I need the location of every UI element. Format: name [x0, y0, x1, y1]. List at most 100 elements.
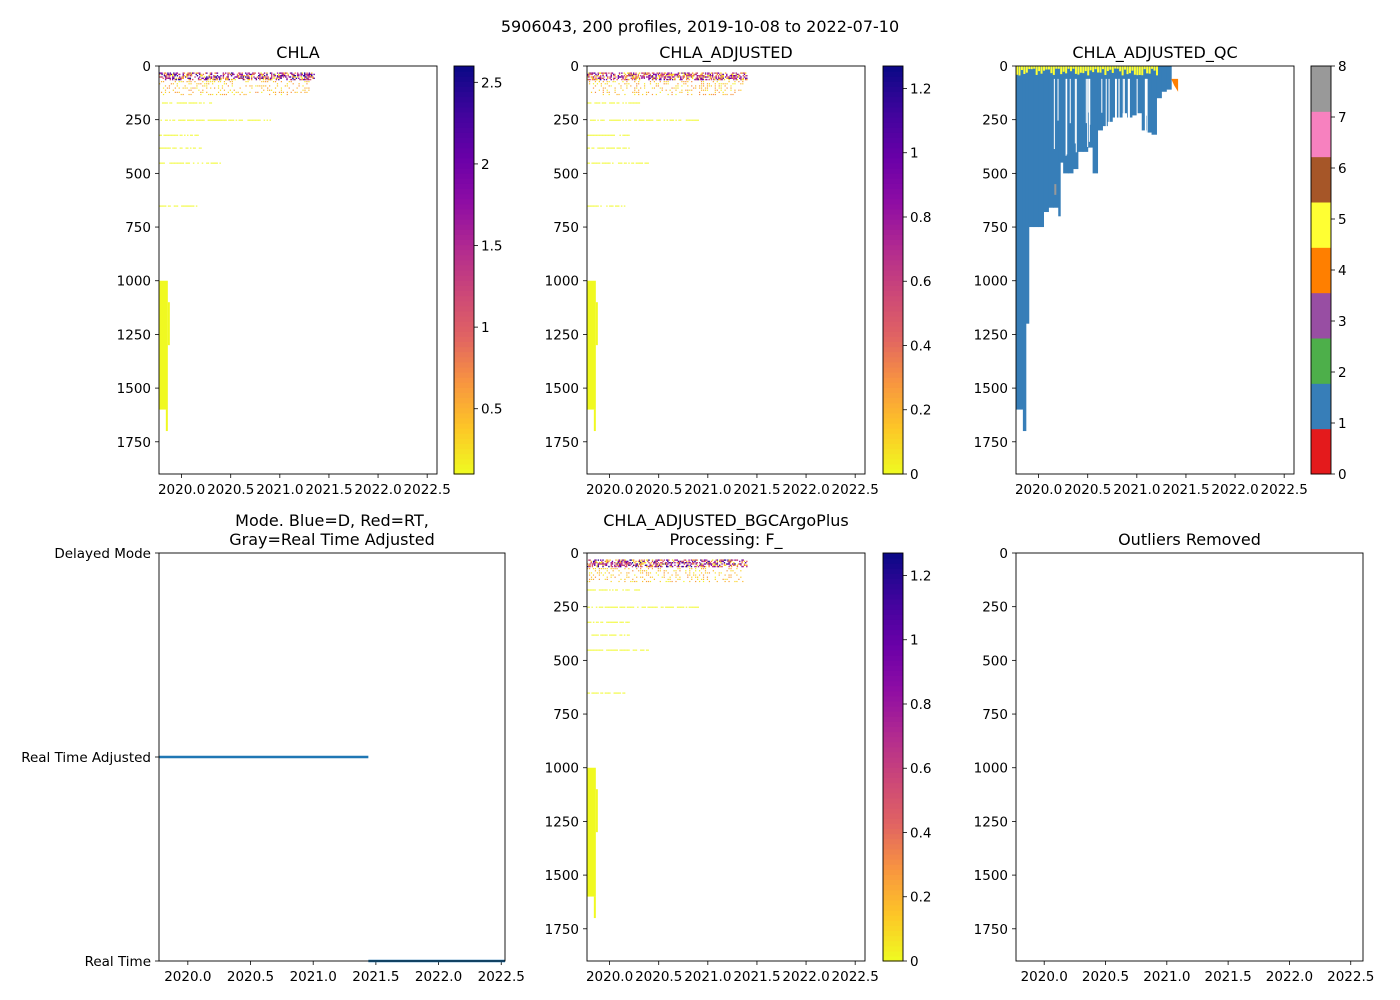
heatmap-cell — [686, 565, 688, 568]
panel-title: CHLA — [276, 43, 319, 62]
colorbar-step — [454, 300, 474, 307]
heatmap-cell — [671, 78, 674, 81]
colorbar-step — [883, 726, 903, 733]
heatmap-cell — [735, 559, 737, 561]
colorbar-step — [454, 463, 474, 470]
heatmap-cell — [223, 73, 226, 76]
heatmap-cell — [723, 562, 726, 564]
heatmap-cell — [720, 83, 722, 85]
heatmap-cell — [618, 76, 621, 78]
heatmap-cell — [647, 606, 649, 608]
heatmap-cell — [649, 576, 652, 578]
heatmap-cell — [700, 564, 702, 566]
heatmap-cell — [623, 147, 626, 149]
heatmap-cell — [214, 72, 216, 74]
x-tick-label: 2021.0 — [256, 482, 303, 498]
heatmap-cell — [695, 85, 697, 87]
qc-profile-column — [1156, 66, 1162, 99]
heatmap-cell — [704, 93, 707, 96]
heatmap-cell — [636, 576, 638, 578]
heatmap-cell — [172, 83, 174, 85]
colorbar-step — [883, 818, 903, 824]
colorbar-step — [883, 823, 903, 829]
heatmap-cell — [169, 119, 171, 121]
heatmap-cell — [281, 72, 283, 74]
heatmap-cell — [602, 75, 604, 77]
heatmap-cell — [257, 91, 259, 93]
heatmap-cell — [614, 565, 616, 568]
heatmap-cell — [288, 81, 290, 83]
heatmap-cell — [192, 119, 195, 121]
heatmap-cell — [208, 83, 210, 85]
heatmap-cell — [295, 77, 298, 79]
heatmap-cell — [600, 649, 602, 651]
heatmap-cell — [632, 72, 635, 74]
heatmap-cell — [592, 589, 595, 591]
heatmap-cell — [601, 119, 604, 121]
heatmap-cell — [715, 563, 717, 565]
heatmap-cell — [686, 77, 688, 79]
heatmap-cell — [668, 559, 670, 561]
heatmap-cell — [267, 87, 269, 89]
heatmap-cell — [282, 72, 285, 74]
heatmap-cell — [298, 73, 300, 76]
heatmap-cell — [587, 692, 589, 694]
heatmap-cell — [171, 73, 174, 76]
heatmap-cell — [702, 578, 705, 580]
heatmap-cell — [182, 72, 184, 74]
heatmap-cell — [267, 76, 269, 78]
heatmap-cell — [266, 75, 268, 77]
heatmap-cell — [186, 73, 188, 76]
heatmap-cell — [736, 580, 738, 583]
heatmap-cell — [687, 81, 689, 83]
heatmap-cell — [618, 559, 621, 561]
heatmap-cell — [303, 77, 306, 79]
heatmap-cell — [200, 93, 202, 96]
colorbar-step — [454, 428, 474, 434]
heatmap-cell — [643, 73, 645, 76]
heatmap-cell — [658, 76, 661, 78]
colorbar-step — [454, 346, 474, 353]
heatmap-cell — [589, 559, 591, 561]
heatmap-cell — [266, 77, 268, 79]
heatmap-cell — [737, 73, 740, 76]
heatmap-cell — [641, 563, 643, 565]
heatmap-cell — [222, 77, 225, 79]
heatmap-cell — [166, 147, 168, 149]
heatmap-cell — [616, 93, 618, 96]
heatmap-cell — [617, 162, 620, 164]
heatmap-cell — [616, 568, 618, 570]
heatmap-cell — [296, 87, 298, 89]
heatmap-cell — [711, 563, 714, 565]
heatmap-cell — [176, 102, 179, 104]
heatmap-cell — [651, 77, 654, 79]
heatmap-cell — [259, 119, 261, 121]
heatmap-cell — [204, 83, 206, 85]
heatmap-cell — [621, 564, 623, 566]
x-tick-label: 2022.5 — [404, 482, 451, 498]
heatmap-cell — [706, 89, 709, 91]
heatmap-cell — [161, 162, 164, 164]
heatmap-cell — [677, 563, 680, 565]
heatmap-cell — [695, 568, 697, 570]
heatmap-cell — [612, 119, 614, 121]
heatmap-cell — [288, 87, 290, 89]
heatmap-cell — [215, 93, 218, 96]
heatmap-cell — [188, 205, 190, 207]
heatmap-cell — [169, 73, 172, 76]
heatmap-cell — [607, 76, 609, 78]
heatmap-cell — [700, 563, 702, 565]
heatmap-cell — [610, 564, 612, 566]
colorbar-step — [454, 366, 474, 373]
heatmap-cell — [719, 565, 721, 568]
heatmap-cell — [696, 559, 699, 561]
heatmap-cell — [736, 78, 739, 81]
heatmap-cell — [233, 77, 235, 79]
x-tick-label: 2022.5 — [478, 969, 525, 985]
heatmap-cell — [702, 576, 705, 578]
colorbar-step — [454, 305, 474, 312]
heatmap-cell — [696, 78, 699, 81]
heatmap-cell — [180, 77, 182, 79]
heatmap-cell — [709, 75, 711, 77]
heatmap-cell — [261, 75, 263, 77]
